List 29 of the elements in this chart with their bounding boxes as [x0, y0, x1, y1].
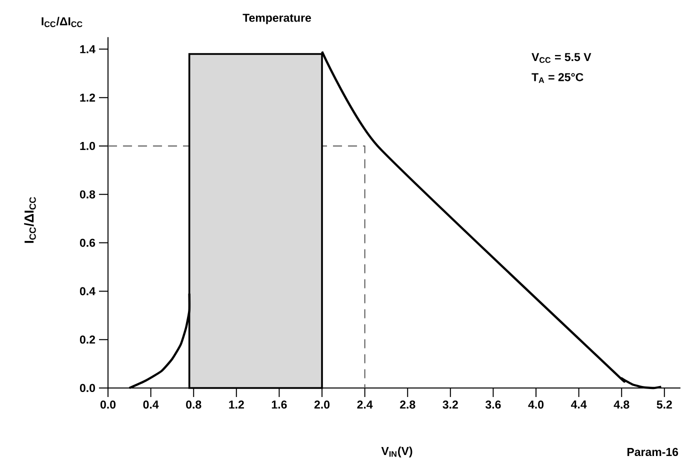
x-axis-title: V$_{IN}$(V): [381, 446, 412, 458]
x-tick-label: 4.0: [528, 400, 544, 409]
x-tick-label: 3.2: [442, 400, 458, 409]
x-tick-label: 0.8: [186, 400, 202, 409]
y-tick-label: 0.4: [80, 287, 96, 296]
text: Param-16: [627, 448, 678, 456]
annotation: V$_{CC}$ = 5.5 V: [532, 53, 592, 63]
x-tick-label: 0.0: [100, 400, 116, 409]
x-tick-label: 5.2: [656, 400, 672, 409]
x-tick-label: 1.6: [272, 400, 287, 409]
x-tick-label: 3.6: [485, 400, 501, 409]
x-tick-label: 0.4: [143, 400, 159, 409]
x-tick-label: 4.4: [570, 400, 587, 408]
chart-title: Temperature: [242, 14, 312, 24]
x-tick-label: 1.2: [229, 400, 244, 409]
x-tick-label: 2.8: [400, 400, 416, 409]
x-tick-label: 2.0: [314, 400, 330, 409]
y-tick-label: 0.6: [80, 238, 96, 247]
y-tick-label: 0.2: [80, 336, 96, 344]
text: I$_{CC}$/ΔI$_{CC}$: [42, 16, 82, 28]
x-tick-label: 2.4: [357, 400, 373, 409]
y-axis-title: I$_{CC}$/ΔI$_{CC}$: [24, 197, 36, 243]
y-tick-label: 0.0: [80, 384, 96, 392]
annotation: T$_{A}$ = 25°C: [532, 73, 584, 83]
y-tick-label: 1.4: [80, 45, 96, 54]
y-tick-label: 1.0: [80, 142, 96, 150]
y-tick-label: 0.8: [80, 190, 96, 198]
x-tick-label: 4.8: [614, 400, 630, 409]
y-tick-label: 1.2: [80, 94, 96, 102]
